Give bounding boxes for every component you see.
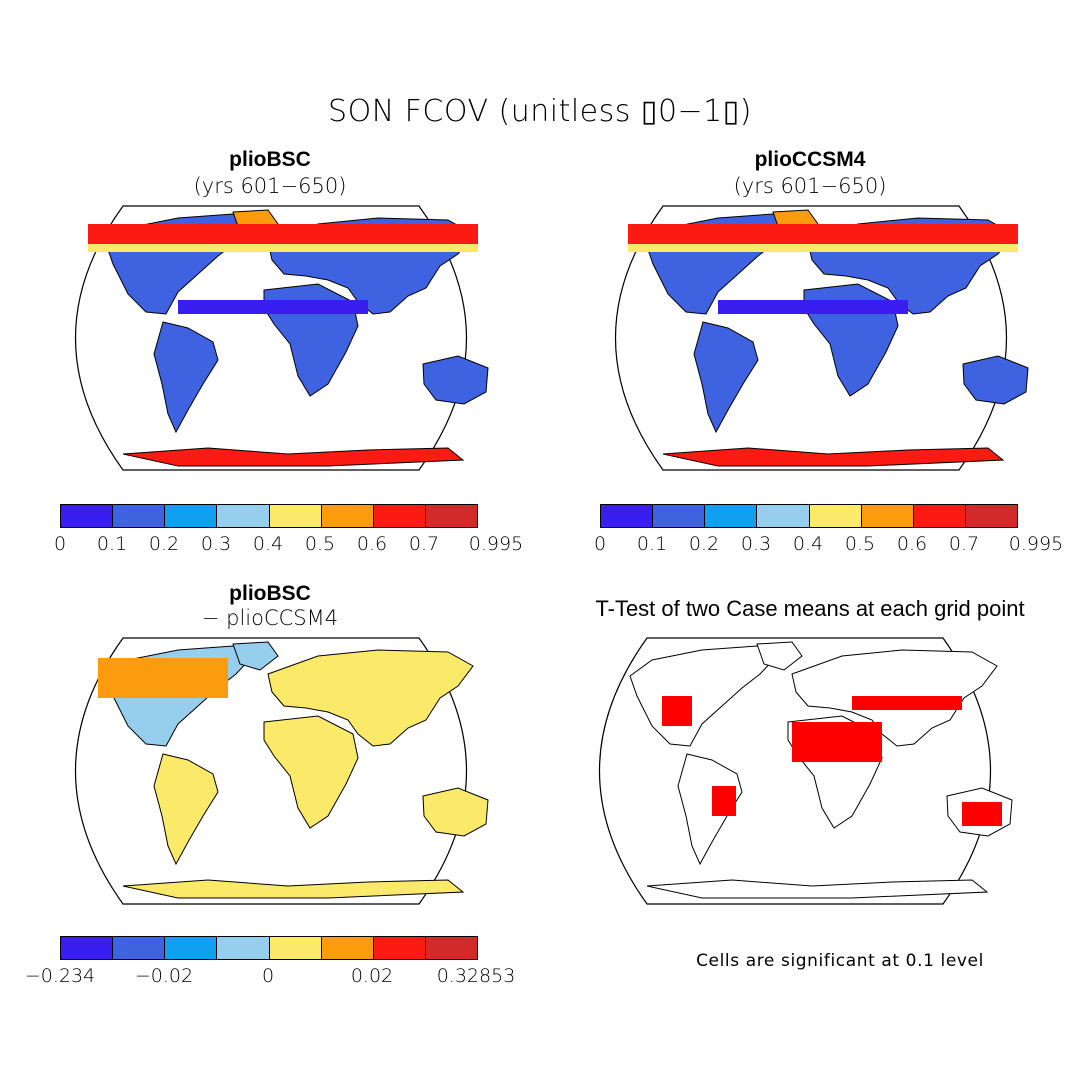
colorbar-2 [600, 504, 1018, 528]
desert-band [718, 300, 908, 314]
colorbar-swatch-0 [61, 505, 114, 527]
colorbar-swatch-3 [757, 505, 810, 527]
colorbar-tick-label: 0.7 [948, 533, 980, 555]
high-latitude-band [88, 224, 478, 246]
antarctica-landmass [662, 447, 1005, 467]
colorbar-swatch-7 [425, 505, 477, 527]
colorbar-swatch-3 [217, 505, 270, 527]
colorbar-tick-label: 0.995 [1008, 533, 1064, 555]
africa-landmass [263, 715, 359, 829]
significant-region-sahara [792, 722, 882, 762]
colorbar-swatch-1 [653, 505, 706, 527]
significant-region-asia [852, 696, 962, 710]
colorbar-tick-label: 0.4 [252, 533, 284, 555]
colorbar-tick-label: 0.2 [148, 533, 180, 555]
colorbar-swatch-0 [601, 505, 654, 527]
colorbar-tick-label: 0.5 [844, 533, 876, 555]
colorbar-tick-label: 0.6 [356, 533, 388, 555]
colorbar-1-ticks: 0 0.1 0.2 0.3 0.4 0.5 0.6 0.7 0.995 [54, 533, 523, 557]
colorbar-tick-label: 0.6 [896, 533, 928, 555]
colorbar-3-ticks: −0.234 −0.02 0 0.02 0.32853 [25, 965, 515, 989]
colorbar-swatch-4 [269, 505, 322, 527]
significant-region-south-america [712, 786, 736, 816]
colorbar-swatch-6 [913, 505, 966, 527]
antarctica-landmass [122, 447, 465, 467]
colorbar-swatch-1 [113, 505, 166, 527]
colorbar-tick-label: 0.3 [740, 533, 772, 555]
significance-note: Cells are significant at 0.1 level [696, 951, 984, 971]
significant-region-north-america [662, 696, 692, 726]
colorbar-swatch-5 [321, 505, 374, 527]
colorbar-tick-label: 0.32853 [436, 965, 516, 987]
antarctica-landmass [646, 879, 989, 899]
colorbar-tick-label: 0.5 [304, 533, 336, 555]
south-america-landmass [153, 321, 219, 434]
colorbar-tick-label: 0.7 [408, 533, 440, 555]
significant-region-australia [962, 802, 1002, 826]
colorbar-swatch-2 [165, 937, 218, 959]
south-america-landmass [693, 321, 759, 434]
australia-landmass [422, 355, 489, 405]
colorbar-swatch-7 [965, 505, 1017, 527]
colorbar-swatch-4 [269, 937, 322, 959]
colorbar-tick-label: 0 [593, 533, 607, 555]
colorbar-swatch-6 [373, 505, 426, 527]
panel2-title: plioCCSM4 [754, 148, 866, 171]
antarctica-landmass [122, 879, 465, 899]
panel1-title: plioBSC [229, 148, 311, 171]
boreal-transition-band [628, 244, 1018, 252]
greenland-landmass [756, 641, 803, 671]
panel1-map [74, 205, 489, 471]
australia-landmass [962, 355, 1029, 405]
colorbar-tick-label: 0.3 [200, 533, 232, 555]
colorbar-tick-label: −0.234 [24, 965, 96, 987]
colorbar-tick-label: 0 [53, 533, 67, 555]
colorbar-tick-label: 0 [261, 965, 275, 987]
colorbar-tick-label: 0.995 [468, 533, 524, 555]
colorbar-swatch-1 [113, 937, 166, 959]
north-america-positive-anomaly [98, 658, 228, 698]
colorbar-tick-label: 0.1 [96, 533, 128, 555]
colorbar-tick-label: −0.02 [134, 965, 194, 987]
colorbar-swatch-2 [705, 505, 758, 527]
colorbar-swatch-2 [165, 505, 218, 527]
colorbar-swatch-5 [861, 505, 914, 527]
colorbar-swatch-6 [373, 937, 426, 959]
south-america-landmass [677, 753, 743, 866]
colorbar-swatch-0 [61, 937, 114, 959]
colorbar-1 [60, 504, 478, 528]
colorbar-2-ticks: 0 0.1 0.2 0.3 0.4 0.5 0.6 0.7 0.995 [594, 533, 1063, 557]
high-latitude-band [628, 224, 1018, 246]
colorbar-tick-label: 0.02 [350, 965, 394, 987]
colorbar-swatch-4 [809, 505, 862, 527]
colorbar-tick-label: 0.1 [636, 533, 668, 555]
boreal-transition-band [88, 244, 478, 252]
panel4-title: T-Test of two Case means at each grid po… [595, 596, 1025, 621]
colorbar-tick-label: 0.4 [792, 533, 824, 555]
south-america-landmass [153, 753, 219, 866]
colorbar-tick-label: 0.2 [688, 533, 720, 555]
panel1-subtitle: (yrs 601−650) [193, 174, 347, 198]
panel3-map [74, 637, 489, 905]
europe-asia-landmass [267, 649, 474, 747]
panel2-subtitle: (yrs 601−650) [733, 174, 887, 198]
panel2-map [614, 205, 1029, 471]
colorbar-swatch-3 [217, 937, 270, 959]
australia-landmass [422, 787, 489, 837]
colorbar-swatch-5 [321, 937, 374, 959]
greenland-landmass [232, 641, 279, 671]
desert-band [178, 300, 368, 314]
panel4-map [598, 637, 1013, 905]
colorbar-3 [60, 936, 478, 960]
figure-title: SON FCOV (unitless ▯0−1▯) [328, 94, 752, 129]
panel3-title: plioBSC [229, 582, 311, 605]
colorbar-swatch-7 [425, 937, 477, 959]
panel3-subtitle: − plioCCSM4 [201, 606, 339, 630]
